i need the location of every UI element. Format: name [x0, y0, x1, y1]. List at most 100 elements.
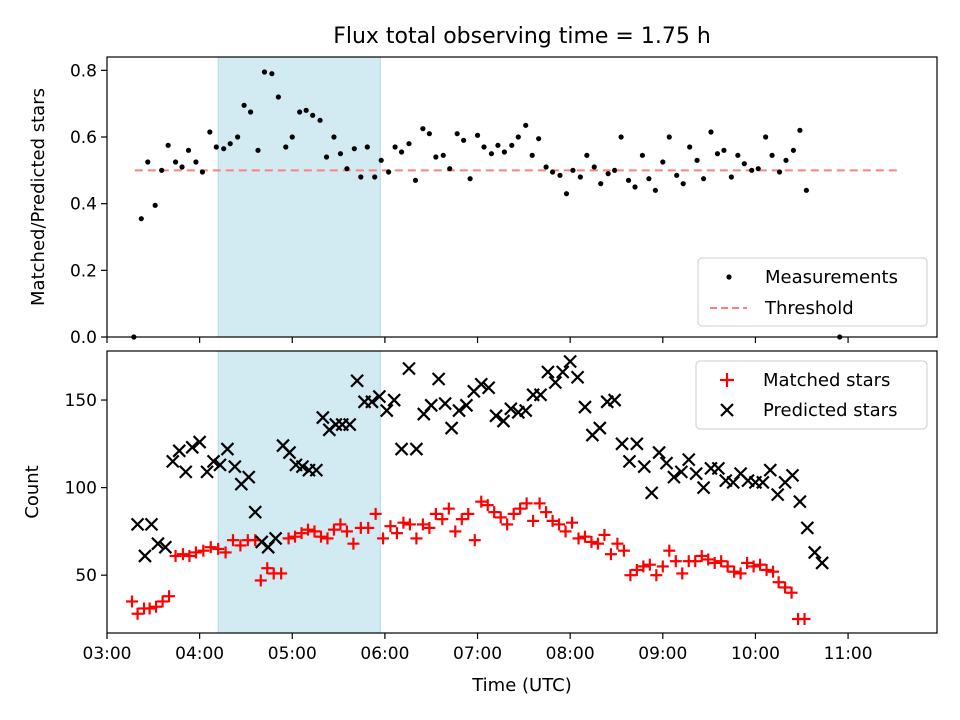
measurement-point	[247, 109, 254, 115]
legend-threshold-label: Threshold	[764, 298, 854, 319]
matched-star-point	[760, 563, 773, 576]
top-y-axis-label: Matched/Predicted stars	[28, 88, 49, 306]
legend-matched-marker	[720, 373, 734, 387]
matched-star-point	[362, 521, 375, 534]
matched-star-point	[520, 497, 533, 510]
predicted-star-point	[644, 486, 659, 500]
predicted-star-point	[667, 470, 681, 484]
matched-star-point	[340, 525, 353, 538]
predicted-star-point	[548, 375, 563, 390]
measurement-point	[159, 167, 165, 173]
matched-star-point	[384, 520, 397, 533]
measurement-point	[755, 166, 761, 172]
top-panel: 0.00.20.40.60.8 Matched/Predicted stars …	[28, 56, 938, 348]
measurement-point	[358, 174, 364, 180]
measurement-point	[193, 159, 199, 165]
legend-measurements-marker	[726, 274, 732, 280]
matched-star-point	[416, 518, 429, 531]
matched-star-point	[275, 567, 288, 580]
matched-star-point	[449, 525, 462, 538]
measurement-point	[420, 126, 426, 132]
measurement-point	[674, 172, 680, 178]
predicted-star-point	[593, 421, 607, 435]
predicted-star-point	[342, 417, 357, 432]
measurement-point	[221, 146, 227, 152]
matched-stars-points	[126, 495, 811, 625]
matched-star-point	[501, 518, 514, 531]
predicted-star-point	[659, 456, 674, 470]
matched-star-point	[488, 506, 501, 519]
predicted-star-point	[674, 465, 689, 479]
measurement-point	[289, 134, 295, 140]
top-y-tick-label: 0.6	[70, 128, 97, 148]
matched-star-point	[369, 507, 382, 520]
matched-star-point	[663, 544, 676, 557]
matched-star-point	[708, 556, 721, 569]
matched-star-point	[546, 514, 559, 527]
measurement-point	[467, 176, 473, 182]
measurement-point	[769, 152, 775, 158]
measurement-point	[454, 131, 460, 137]
measurement-point	[235, 134, 241, 140]
measurement-point	[605, 171, 611, 177]
predicted-star-point	[696, 480, 711, 495]
measurement-point	[529, 152, 535, 158]
predicted-star-point	[807, 545, 822, 560]
measurement-point	[632, 184, 638, 190]
predicted-star-point	[504, 402, 518, 416]
measurement-point	[714, 151, 721, 157]
measurement-point	[515, 134, 521, 140]
matched-star-point	[559, 525, 572, 538]
matched-star-point	[785, 586, 798, 599]
measurement-point	[185, 147, 192, 153]
matched-star-point	[695, 549, 708, 562]
measurement-point	[790, 147, 797, 153]
predicted-star-point	[365, 395, 379, 409]
matched-star-point	[131, 607, 144, 620]
matched-star-point	[591, 537, 604, 550]
measurement-point	[495, 142, 501, 148]
measurement-point	[708, 129, 714, 135]
matched-star-point	[585, 535, 598, 548]
measurement-point	[297, 109, 303, 115]
measurement-point	[488, 151, 495, 157]
top-y-tick-label: 0.4	[70, 195, 97, 215]
measurement-point	[283, 144, 289, 150]
predicted-star-point	[793, 494, 807, 509]
measurement-point	[639, 152, 646, 158]
matched-star-point	[163, 590, 176, 603]
predicted-star-point	[444, 421, 459, 435]
x-axis-label: Time (UTC)	[471, 675, 572, 696]
legend-predicted-label: Predicted stars	[763, 400, 897, 421]
predicted-star-point	[151, 536, 165, 551]
measurement-point	[598, 181, 604, 187]
predicted-star-point	[192, 435, 207, 449]
matched-star-point	[176, 548, 189, 561]
measurement-point	[398, 149, 405, 155]
predicted-star-point	[607, 393, 622, 407]
measurement-point	[165, 142, 171, 148]
predicted-star-point	[424, 398, 438, 413]
measurement-point	[549, 169, 556, 175]
matched-star-point	[403, 518, 416, 531]
top-legend-box	[697, 257, 928, 327]
x-tick-label: 07:00	[453, 644, 502, 664]
x-tick-label: 10:00	[731, 644, 780, 664]
matched-star-point	[772, 576, 785, 589]
matched-star-point	[572, 532, 585, 545]
predicted-star-point	[756, 475, 770, 490]
bottom-x-ticks: 03:00 04:00 05:00 06:00 07:00 08:00 09:00 10:00…	[83, 633, 873, 664]
measurement-point	[803, 187, 809, 193]
measurement-point	[344, 166, 350, 172]
matched-star-point	[553, 518, 566, 531]
measurement-point	[179, 164, 185, 170]
predicted-star-point	[185, 440, 200, 455]
predicted-star-point	[178, 465, 193, 479]
measurement-point	[412, 177, 419, 183]
matched-star-point	[611, 537, 624, 550]
matched-star-point	[226, 534, 239, 547]
predicted-star-point	[563, 354, 577, 369]
matched-star-point	[423, 521, 436, 534]
measurement-point	[797, 127, 803, 133]
